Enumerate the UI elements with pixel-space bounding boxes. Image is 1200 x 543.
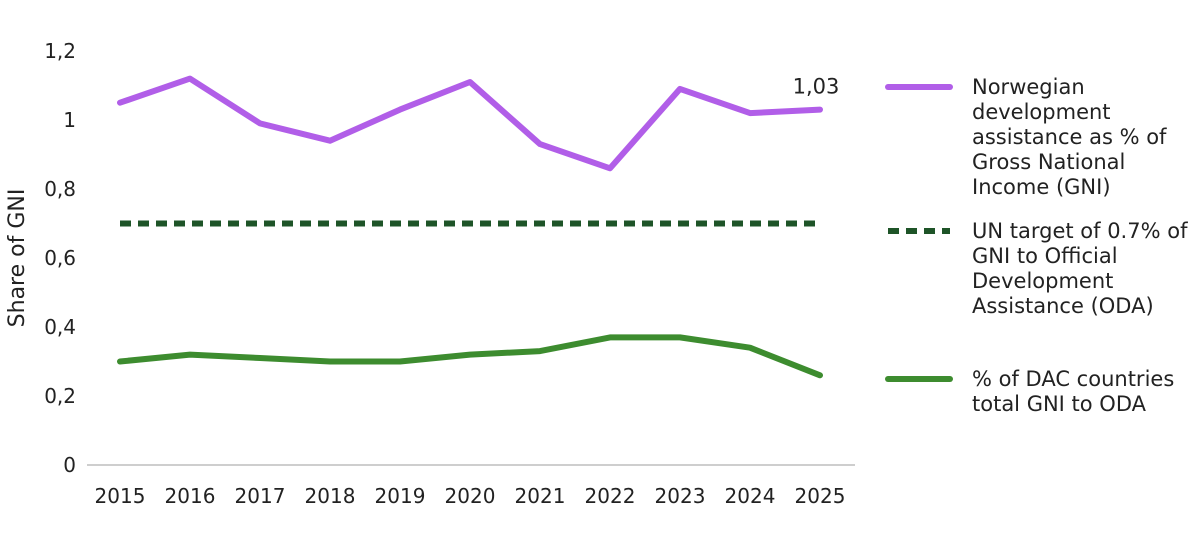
x-tick-label: 2020 (445, 484, 496, 508)
legend-label-line: % of DAC countries (972, 367, 1174, 391)
legend-label-line: Assistance (ODA) (972, 294, 1154, 318)
x-tick-label: 2018 (305, 484, 356, 508)
x-tick-label: 2017 (235, 484, 286, 508)
y-tick-label: 1 (63, 108, 76, 132)
x-axis-ticks: 2015 2016 2017 2018 2019 2020 2021 2022 2023 2024… (95, 484, 846, 508)
y-tick-label: 1,2 (44, 39, 76, 63)
series-lines (117, 75, 823, 379)
series-line-3 (117, 334, 823, 379)
y-tick-label: 0 (63, 453, 76, 477)
legend-label-line: Development (972, 269, 1113, 293)
y-tick-label: 0,8 (44, 177, 76, 201)
x-tick-label: 2016 (165, 484, 216, 508)
x-tick-label: 2024 (725, 484, 776, 508)
legend-label-line: UN target of 0.7% of (972, 219, 1188, 243)
x-tick-label: 2023 (655, 484, 706, 508)
legend-label-line: assistance as % of (972, 125, 1167, 149)
legend-label-line: Norwegian (972, 75, 1085, 99)
legend-label-line: development (972, 100, 1111, 124)
series-line-1 (117, 75, 823, 172)
y-axis-title: Share of GNI (5, 189, 30, 328)
data-label: 1,03 (793, 75, 840, 99)
x-tick-label: 2015 (95, 484, 146, 508)
x-tick-label: 2019 (375, 484, 426, 508)
x-tick-label: 2021 (515, 484, 566, 508)
data-labels: 1,03 (793, 75, 840, 99)
x-tick-label: 2022 (585, 484, 636, 508)
y-axis-ticks: 0 0,2 0,4 0,6 0,8 1 1,2 (44, 39, 76, 477)
y-tick-label: 0,2 (44, 384, 76, 408)
legend-label-line: total GNI to ODA (972, 392, 1147, 416)
legend-label-line: Gross National (972, 150, 1125, 174)
legend-label-line: Income (GNI) (972, 175, 1111, 199)
y-tick-label: 0,4 (44, 315, 76, 339)
legend-label-line: GNI to Official (972, 244, 1118, 268)
y-tick-label: 0,6 (44, 246, 76, 270)
x-tick-label: 2025 (795, 484, 846, 508)
